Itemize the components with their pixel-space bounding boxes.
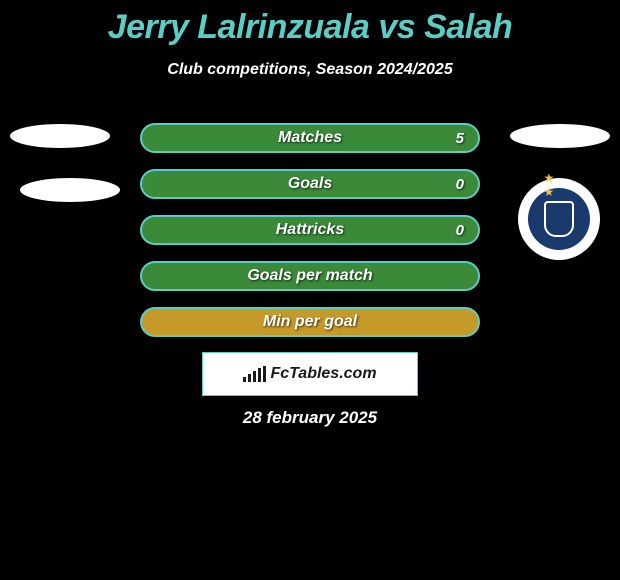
page-subtitle: Club competitions, Season 2024/2025	[0, 61, 620, 79]
stats-container: Matches 5 Goals 0 Hattricks 0 Goals per …	[140, 123, 480, 353]
stat-bar-goals-per-match: Goals per match	[140, 261, 480, 291]
page-title: Jerry Lalrinzuala vs Salah	[0, 0, 620, 47]
bar-chart-icon	[243, 366, 266, 382]
stat-value-right: 0	[456, 176, 464, 193]
stat-label: Goals per match	[247, 267, 372, 285]
stat-bar-hattricks: Hattricks 0	[140, 215, 480, 245]
left-player-club-placeholder	[20, 178, 120, 202]
stat-label: Matches	[278, 129, 342, 147]
shield-icon	[544, 201, 574, 237]
stat-label: Goals	[288, 175, 332, 193]
footer-date: 28 february 2025	[0, 408, 620, 428]
bengaluru-fc-badge	[528, 188, 590, 250]
left-player-avatar-placeholder-1	[10, 124, 110, 148]
stat-bar-goals: Goals 0	[140, 169, 480, 199]
right-player-club-logo	[518, 178, 600, 260]
stat-label: Hattricks	[276, 221, 344, 239]
stat-bar-matches: Matches 5	[140, 123, 480, 153]
footer-brand-text: FcTables.com	[270, 365, 376, 383]
right-player-avatar-placeholder	[510, 124, 610, 148]
stat-label: Min per goal	[263, 313, 357, 331]
stat-value-right: 5	[456, 130, 464, 147]
stat-bar-min-per-goal: Min per goal	[140, 307, 480, 337]
footer-brand-box: FcTables.com	[202, 352, 418, 396]
stat-value-right: 0	[456, 222, 464, 239]
